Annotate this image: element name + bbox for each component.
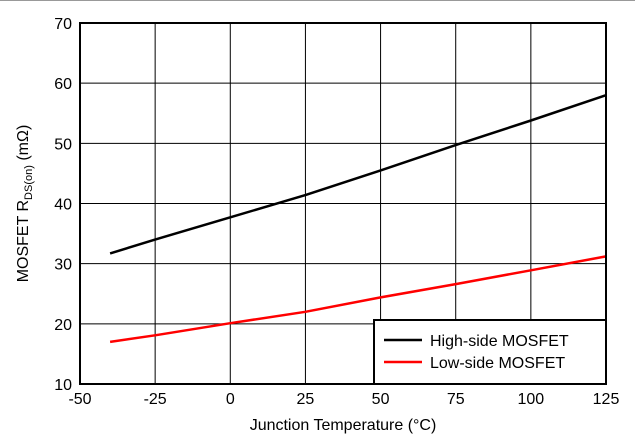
y-tick-label: 60 xyxy=(54,76,72,93)
y-tick-label: 40 xyxy=(54,197,72,214)
y-tick-label: 20 xyxy=(54,317,72,334)
x-tick-labels: -50 -25 0 25 50 75 100 125 xyxy=(68,391,619,408)
y-tick-label: 10 xyxy=(54,377,72,394)
y-tick-label: 70 xyxy=(54,16,72,33)
y-axis-label-suffix: (mΩ) xyxy=(15,125,32,165)
plot-frame xyxy=(79,22,607,385)
y-axis-label: MOSFET RDS(on) (mΩ) xyxy=(15,125,35,283)
x-tick-label: 25 xyxy=(297,391,315,408)
legend: High-side MOSFET Low-side MOSFET xyxy=(373,319,607,385)
y-tick-label: 50 xyxy=(54,136,72,153)
x-tick-label: 50 xyxy=(372,391,390,408)
series-layer xyxy=(109,94,607,344)
series-line-high-side-mosfet xyxy=(109,94,607,255)
series-line-low-side-mosfet xyxy=(109,255,607,344)
y-axis-label-subscript: DS(on) xyxy=(23,165,35,200)
legend-label: High-side MOSFET xyxy=(430,333,569,350)
legend-box xyxy=(373,319,607,385)
y-tick-label: 30 xyxy=(54,257,72,274)
x-tick-label: 75 xyxy=(447,391,465,408)
x-tick-label: -25 xyxy=(144,391,167,408)
x-tick-label: 0 xyxy=(226,391,235,408)
x-axis-label: Junction Temperature (°C) xyxy=(250,417,437,434)
y-tick-labels: 10 20 30 40 50 60 70 xyxy=(54,16,72,394)
x-tick-label: 100 xyxy=(518,391,545,408)
x-tick-label: 125 xyxy=(593,391,620,408)
x-tick-label: -50 xyxy=(68,391,91,408)
y-axis-label-prefix: MOSFET R xyxy=(15,200,32,282)
top-border-line xyxy=(0,0,635,1)
legend-label: Low-side MOSFET xyxy=(430,355,565,372)
legend-items: High-side MOSFET Low-side MOSFET xyxy=(384,333,569,372)
